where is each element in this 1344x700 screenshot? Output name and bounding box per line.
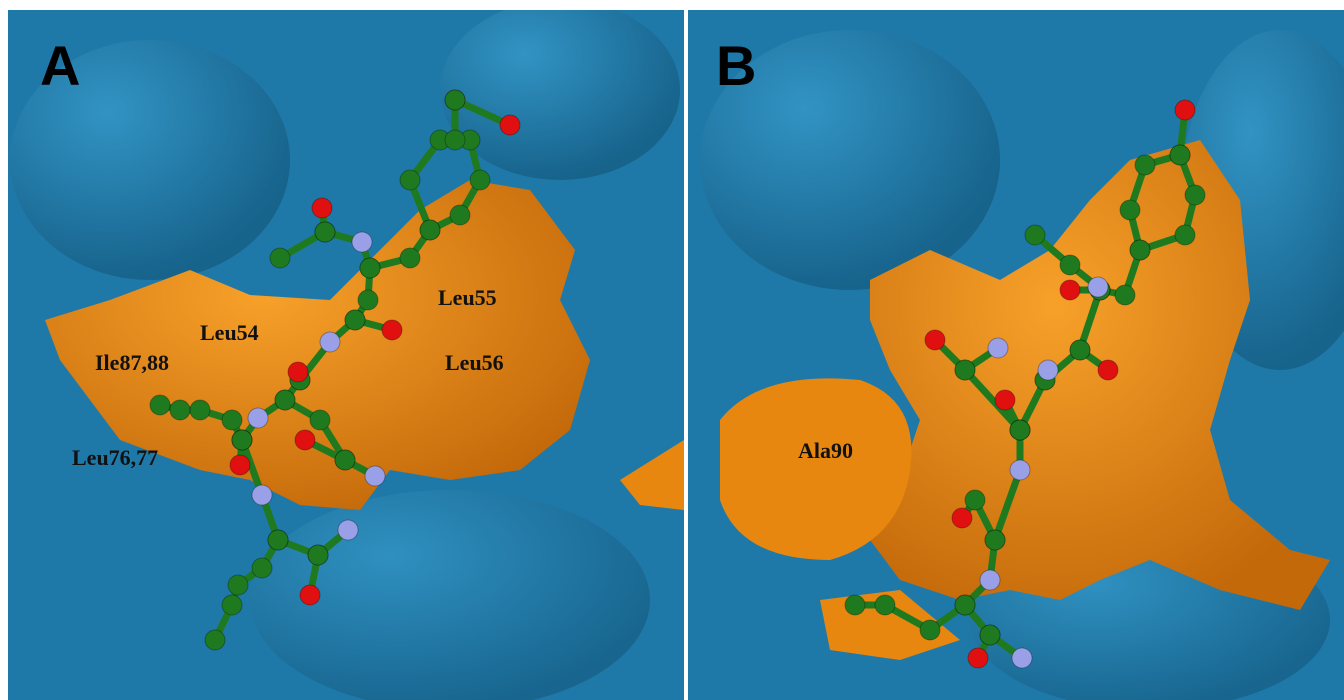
residue-label: Leu54 [200,320,259,345]
atom [248,408,268,428]
atom [310,410,330,430]
divider [684,0,688,700]
atom [190,400,210,420]
atom [320,332,340,352]
atom [315,222,335,242]
atom [400,170,420,190]
atom [288,362,308,382]
atom [232,430,252,450]
atom [925,330,945,350]
atom [222,595,242,615]
atom [382,320,402,340]
atom [345,310,365,330]
atom [268,530,288,550]
atom [295,430,315,450]
atom [1175,225,1195,245]
atom [955,595,975,615]
atom [845,595,865,615]
atom [968,648,988,668]
atom [1185,185,1205,205]
atom [335,450,355,470]
residue-label: Ala90 [798,438,853,463]
atom [980,625,1000,645]
atom [1120,200,1140,220]
atom [985,530,1005,550]
residue-label: Leu76,77 [72,445,158,470]
atom [1175,100,1195,120]
atom [230,455,250,475]
atom [1070,340,1090,360]
atom [338,520,358,540]
atom [965,490,985,510]
atom [988,338,1008,358]
atom [352,232,372,252]
residue-label: Ile87,88 [95,350,169,375]
atom [358,290,378,310]
panel-b-surface [688,10,1344,700]
atom [400,248,420,268]
atom [450,205,470,225]
atom [1012,648,1032,668]
atom [980,570,1000,590]
atom [308,545,328,565]
atom [920,620,940,640]
atom [955,360,975,380]
atom [1115,285,1135,305]
atom [222,410,242,430]
atom [1088,277,1108,297]
atom [995,390,1015,410]
atom [500,115,520,135]
atom [365,466,385,486]
atom [270,248,290,268]
atom [470,170,490,190]
atom [228,575,248,595]
panel-label: A [40,34,80,97]
atom [952,508,972,528]
atom [1130,240,1150,260]
residue-label: Leu56 [445,350,504,375]
atom [420,220,440,240]
atom [312,198,332,218]
residue-label: Leu55 [438,285,497,310]
atom [1060,255,1080,275]
atom [275,390,295,410]
atom [1025,225,1045,245]
atom [1010,460,1030,480]
atom [1060,280,1080,300]
atom [445,90,465,110]
atom [170,400,190,420]
figure: A B Leu54 Leu55 Ile87,88 Leu56 Leu76,77 … [0,0,1344,700]
atom [252,485,272,505]
atom [205,630,225,650]
atom [1010,420,1030,440]
atom [445,130,465,150]
atom [252,558,272,578]
atom [1038,360,1058,380]
panel-label: B [716,34,756,97]
atom [150,395,170,415]
atom [1135,155,1155,175]
atom [875,595,895,615]
atom [1170,145,1190,165]
atom [1098,360,1118,380]
atom [300,585,320,605]
atom [360,258,380,278]
